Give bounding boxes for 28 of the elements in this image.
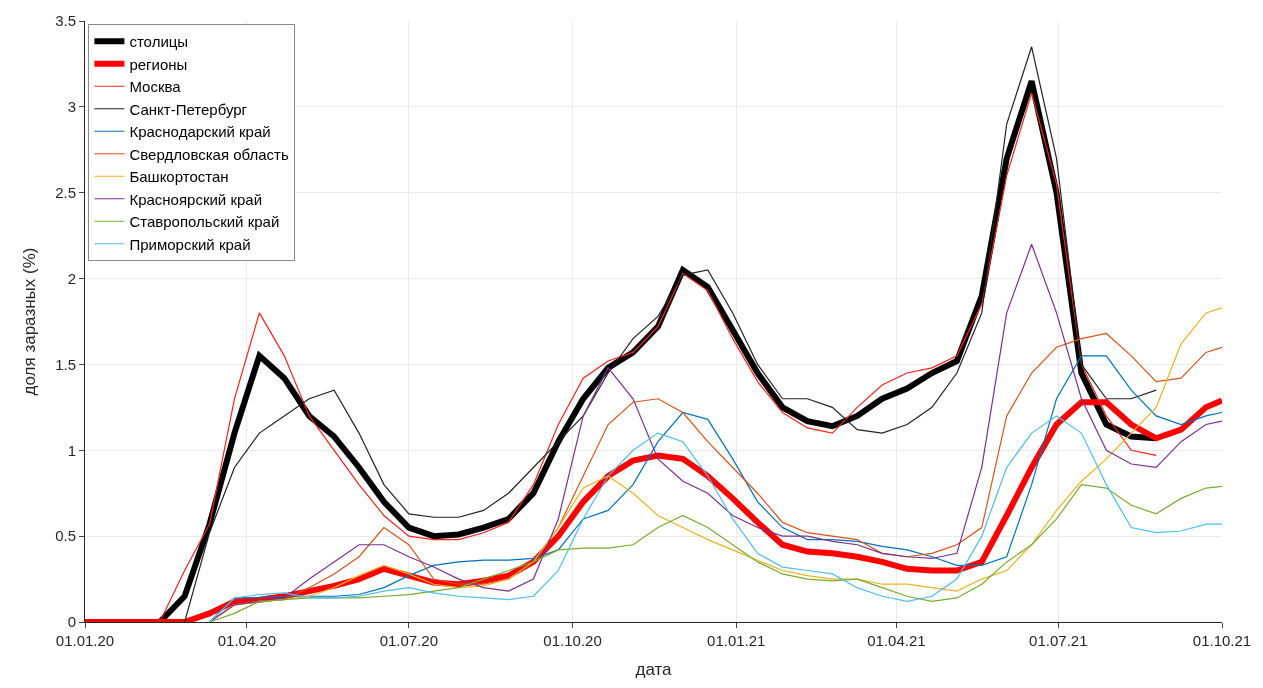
legend-label: Красноярский край	[129, 190, 263, 208]
legend-label: Башкортостан	[129, 168, 229, 186]
legend-label: Свердловская область	[129, 145, 289, 163]
y-axis-title: доля заразных (%)	[19, 247, 39, 396]
x-tick-label: 01.04.20	[217, 632, 277, 649]
y-tick-label: 2	[67, 269, 76, 287]
y-tick-label: 3.5	[55, 12, 76, 30]
x-tick-label: 01.04.21	[867, 632, 926, 649]
x-tick-label: 01.10.20	[543, 632, 602, 649]
legend-label: регионы	[129, 55, 188, 73]
y-tick-label: 1	[67, 441, 76, 459]
legend-label: Санкт-Петербург	[129, 100, 248, 118]
x-tick-label: 01.01.21	[707, 632, 766, 649]
legend-label: Приморский край	[129, 235, 251, 253]
legend-label: Москва	[129, 78, 182, 96]
legend-label: Краснодарский край	[129, 123, 271, 141]
x-tick-label: 01.07.21	[1029, 632, 1088, 649]
legend-label: столицы	[129, 33, 189, 51]
x-axis-title: дата	[635, 660, 673, 680]
legend-label: Ставропольский край	[129, 213, 280, 231]
y-tick-label: 0.5	[55, 527, 76, 545]
y-tick-label: 0	[67, 613, 76, 631]
x-tick-label: 01.01.20	[55, 632, 115, 649]
x-tick-label: 01.10.21	[1192, 632, 1252, 649]
x-tick-label: 01.07.20	[379, 632, 439, 649]
y-tick-label: 1.5	[55, 355, 76, 373]
y-tick-label: 2.5	[55, 183, 76, 201]
y-tick-label: 3	[67, 98, 76, 116]
